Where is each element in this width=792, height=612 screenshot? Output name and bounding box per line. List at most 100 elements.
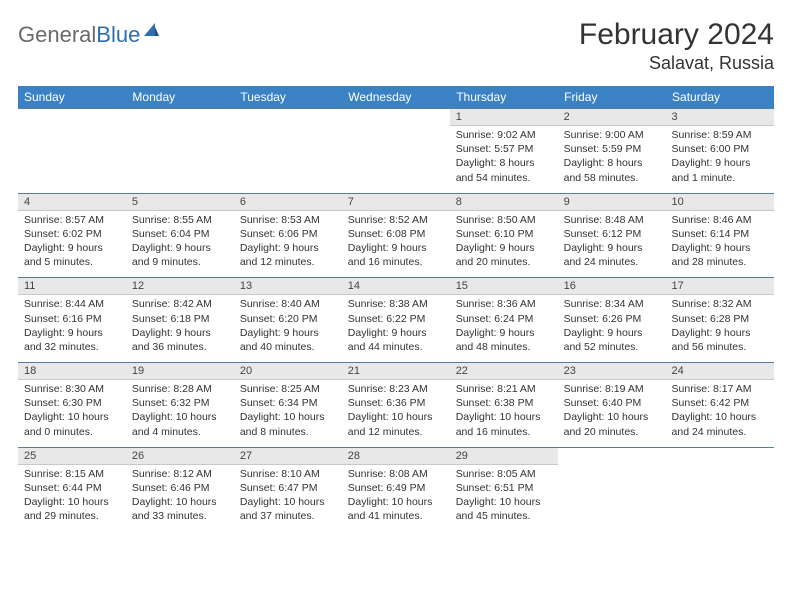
- sunset-line: Sunset: 6:08 PM: [348, 227, 444, 241]
- sunrise-line: Sunrise: 8:50 AM: [456, 213, 552, 227]
- day-body-cell: Sunrise: 8:38 AMSunset: 6:22 PMDaylight:…: [342, 295, 450, 363]
- day-body-cell: [234, 126, 342, 194]
- sunset-line: Sunset: 6:47 PM: [240, 481, 336, 495]
- daylight-line-2: and 9 minutes.: [132, 255, 228, 269]
- daylight-line-2: and 24 minutes.: [672, 425, 768, 439]
- day-header-row: Sunday Monday Tuesday Wednesday Thursday…: [18, 86, 774, 109]
- day-number-cell: [234, 109, 342, 126]
- day-number-row: 11121314151617: [18, 278, 774, 295]
- sunset-line: Sunset: 6:44 PM: [24, 481, 120, 495]
- daylight-line-2: and 29 minutes.: [24, 509, 120, 523]
- daylight-line-2: and 52 minutes.: [564, 340, 660, 354]
- daylight-line-1: Daylight: 9 hours: [564, 241, 660, 255]
- daylight-line-2: and 0 minutes.: [24, 425, 120, 439]
- day-body-cell: Sunrise: 8:57 AMSunset: 6:02 PMDaylight:…: [18, 210, 126, 278]
- day-body-cell: Sunrise: 8:12 AMSunset: 6:46 PMDaylight:…: [126, 464, 234, 531]
- daylight-line-1: Daylight: 8 hours: [456, 156, 552, 170]
- day-number-cell: 24: [666, 363, 774, 380]
- day-body-row: Sunrise: 9:02 AMSunset: 5:57 PMDaylight:…: [18, 126, 774, 194]
- day-number-cell: 21: [342, 363, 450, 380]
- daylight-line-1: Daylight: 9 hours: [240, 326, 336, 340]
- daylight-line-2: and 4 minutes.: [132, 425, 228, 439]
- day-number-cell: 26: [126, 447, 234, 464]
- sunrise-line: Sunrise: 8:28 AM: [132, 382, 228, 396]
- sunset-line: Sunset: 5:59 PM: [564, 142, 660, 156]
- sunset-line: Sunset: 6:12 PM: [564, 227, 660, 241]
- sunrise-line: Sunrise: 8:05 AM: [456, 467, 552, 481]
- daylight-line-2: and 44 minutes.: [348, 340, 444, 354]
- sunrise-line: Sunrise: 8:44 AM: [24, 297, 120, 311]
- day-number-cell: 17: [666, 278, 774, 295]
- sunrise-line: Sunrise: 8:15 AM: [24, 467, 120, 481]
- daylight-line-2: and 24 minutes.: [564, 255, 660, 269]
- daylight-line-1: Daylight: 9 hours: [456, 326, 552, 340]
- sunrise-line: Sunrise: 8:34 AM: [564, 297, 660, 311]
- day-number-cell: 13: [234, 278, 342, 295]
- sunrise-line: Sunrise: 8:08 AM: [348, 467, 444, 481]
- sunrise-line: Sunrise: 8:57 AM: [24, 213, 120, 227]
- day-body-cell: [558, 464, 666, 531]
- day-number-cell: 19: [126, 363, 234, 380]
- sunset-line: Sunset: 6:42 PM: [672, 396, 768, 410]
- daylight-line-2: and 12 minutes.: [348, 425, 444, 439]
- day-body-cell: Sunrise: 8:59 AMSunset: 6:00 PMDaylight:…: [666, 126, 774, 194]
- daylight-line-1: Daylight: 10 hours: [456, 495, 552, 509]
- day-number-row: 2526272829: [18, 447, 774, 464]
- daylight-line-1: Daylight: 9 hours: [672, 326, 768, 340]
- sunrise-line: Sunrise: 8:23 AM: [348, 382, 444, 396]
- sunrise-line: Sunrise: 9:02 AM: [456, 128, 552, 142]
- sunset-line: Sunset: 6:22 PM: [348, 312, 444, 326]
- day-number-cell: 27: [234, 447, 342, 464]
- day-body-cell: Sunrise: 9:00 AMSunset: 5:59 PMDaylight:…: [558, 126, 666, 194]
- daylight-line-1: Daylight: 10 hours: [240, 495, 336, 509]
- day-header: Sunday: [18, 86, 126, 109]
- location: Salavat, Russia: [579, 53, 774, 74]
- sunrise-line: Sunrise: 8:17 AM: [672, 382, 768, 396]
- sunset-line: Sunset: 6:34 PM: [240, 396, 336, 410]
- daylight-line-2: and 48 minutes.: [456, 340, 552, 354]
- logo-sail-icon: [142, 21, 160, 44]
- daylight-line-2: and 41 minutes.: [348, 509, 444, 523]
- day-number-row: 18192021222324: [18, 363, 774, 380]
- daylight-line-1: Daylight: 10 hours: [672, 410, 768, 424]
- sunset-line: Sunset: 6:30 PM: [24, 396, 120, 410]
- day-body-cell: Sunrise: 8:08 AMSunset: 6:49 PMDaylight:…: [342, 464, 450, 531]
- sunrise-line: Sunrise: 8:38 AM: [348, 297, 444, 311]
- calendar-table: Sunday Monday Tuesday Wednesday Thursday…: [18, 86, 774, 531]
- day-body-row: Sunrise: 8:57 AMSunset: 6:02 PMDaylight:…: [18, 210, 774, 278]
- sunrise-line: Sunrise: 8:52 AM: [348, 213, 444, 227]
- daylight-line-1: Daylight: 10 hours: [24, 495, 120, 509]
- daylight-line-1: Daylight: 10 hours: [456, 410, 552, 424]
- daylight-line-1: Daylight: 9 hours: [348, 241, 444, 255]
- sunrise-line: Sunrise: 8:53 AM: [240, 213, 336, 227]
- day-number-cell: 28: [342, 447, 450, 464]
- day-body-cell: Sunrise: 8:10 AMSunset: 6:47 PMDaylight:…: [234, 464, 342, 531]
- day-body-cell: Sunrise: 8:48 AMSunset: 6:12 PMDaylight:…: [558, 210, 666, 278]
- day-body-cell: Sunrise: 8:19 AMSunset: 6:40 PMDaylight:…: [558, 380, 666, 448]
- day-number-cell: 11: [18, 278, 126, 295]
- daylight-line-1: Daylight: 10 hours: [348, 410, 444, 424]
- sunset-line: Sunset: 6:49 PM: [348, 481, 444, 495]
- sunrise-line: Sunrise: 8:21 AM: [456, 382, 552, 396]
- day-body-cell: Sunrise: 8:40 AMSunset: 6:20 PMDaylight:…: [234, 295, 342, 363]
- sunset-line: Sunset: 6:06 PM: [240, 227, 336, 241]
- day-body-cell: Sunrise: 8:46 AMSunset: 6:14 PMDaylight:…: [666, 210, 774, 278]
- day-number-cell: 15: [450, 278, 558, 295]
- day-number-cell: 20: [234, 363, 342, 380]
- day-header: Wednesday: [342, 86, 450, 109]
- calendar-page: GeneralBlue February 2024 Salavat, Russi…: [0, 0, 792, 541]
- sunset-line: Sunset: 6:38 PM: [456, 396, 552, 410]
- day-body-cell: Sunrise: 8:42 AMSunset: 6:18 PMDaylight:…: [126, 295, 234, 363]
- daylight-line-2: and 37 minutes.: [240, 509, 336, 523]
- daylight-line-2: and 8 minutes.: [240, 425, 336, 439]
- daylight-line-1: Daylight: 9 hours: [456, 241, 552, 255]
- day-number-cell: [666, 447, 774, 464]
- daylight-line-2: and 16 minutes.: [348, 255, 444, 269]
- day-body-cell: Sunrise: 8:23 AMSunset: 6:36 PMDaylight:…: [342, 380, 450, 448]
- day-body-cell: Sunrise: 8:25 AMSunset: 6:34 PMDaylight:…: [234, 380, 342, 448]
- day-body-cell: Sunrise: 9:02 AMSunset: 5:57 PMDaylight:…: [450, 126, 558, 194]
- sunrise-line: Sunrise: 8:48 AM: [564, 213, 660, 227]
- day-number-cell: 3: [666, 109, 774, 126]
- day-body-cell: Sunrise: 8:44 AMSunset: 6:16 PMDaylight:…: [18, 295, 126, 363]
- header: GeneralBlue February 2024 Salavat, Russi…: [18, 18, 774, 74]
